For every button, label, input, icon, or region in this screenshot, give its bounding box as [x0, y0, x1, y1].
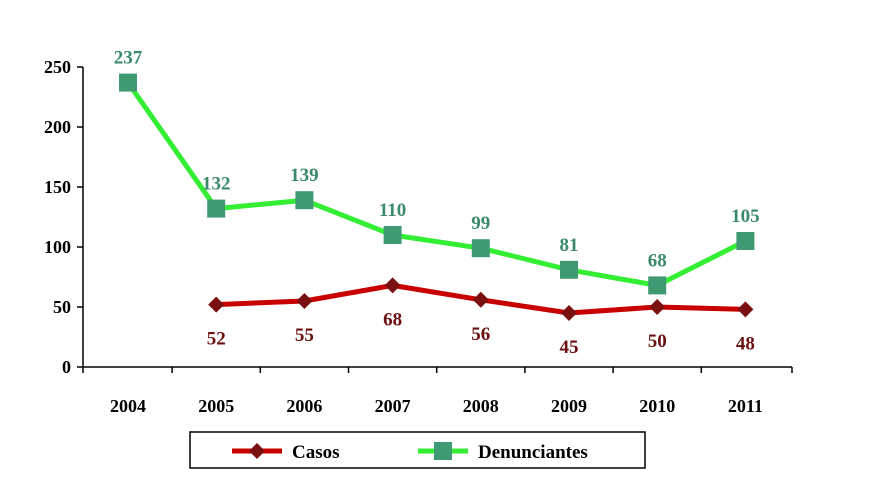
data-point	[208, 296, 225, 313]
y-axis-ticks: 0 50 100 150 200 250	[44, 57, 83, 377]
data-label: 105	[731, 206, 760, 227]
data-label: 56	[471, 324, 490, 345]
data-point	[384, 277, 401, 294]
series-denunciantes: 237 132 139 110 99 81 68 105	[114, 48, 760, 295]
data-label: 50	[648, 331, 667, 352]
y-tick-label: 150	[44, 177, 71, 197]
x-tick-label: 2011	[728, 396, 763, 416]
y-tick-label: 250	[44, 57, 71, 77]
legend: Casos Denunciantes	[189, 431, 646, 469]
data-point	[296, 293, 313, 309]
data-point	[560, 260, 578, 279]
axes	[82, 67, 792, 368]
series-line-denunciantes	[125, 81, 747, 288]
legend-marker	[434, 442, 452, 460]
legend-item-casos: Casos	[232, 442, 340, 463]
y-tick-label: 100	[44, 237, 71, 257]
data-point	[561, 305, 577, 321]
data-label: 52	[207, 329, 226, 350]
data-label: 48	[736, 333, 755, 354]
data-point	[383, 226, 402, 244]
data-label: 132	[202, 174, 231, 195]
data-point	[648, 276, 667, 295]
x-tick-label: 2004	[110, 396, 146, 416]
legend-label: Casos	[292, 442, 340, 463]
x-tick-label: 2008	[463, 396, 499, 416]
data-label: 68	[648, 250, 667, 271]
data-label: 99	[471, 213, 490, 234]
data-label: 55	[295, 325, 314, 346]
data-point	[736, 232, 755, 250]
legend-marker	[249, 443, 265, 459]
data-label: 45	[560, 337, 579, 358]
series-casos: 52 55 68 56 45 50 48	[207, 277, 755, 358]
data-label: 110	[379, 200, 406, 221]
data-label: 237	[114, 48, 143, 69]
data-point	[119, 73, 137, 92]
x-tick-label: 2009	[551, 396, 587, 416]
y-tick-label: 50	[53, 297, 71, 317]
x-tick-label: 2005	[198, 396, 234, 416]
legend-item-denunciantes: Denunciantes	[418, 442, 588, 463]
data-point	[649, 299, 666, 315]
series-layer: 52 55 68 56 45 50 48 237 132 139 110 99 81 68 105	[114, 48, 760, 358]
data-point	[295, 191, 314, 210]
x-tick-label: 2006	[286, 396, 322, 416]
data-point	[737, 301, 754, 318]
data-point	[472, 291, 489, 308]
data-label: 81	[560, 235, 579, 256]
x-tick-label: 2010	[639, 396, 675, 416]
y-tick-label: 0	[62, 357, 71, 377]
x-axis-ticks: 2004 2005 2006 2007 2008 2009 2010 2011	[82, 367, 793, 416]
data-point	[471, 239, 490, 258]
data-point	[207, 199, 226, 218]
y-tick-label: 200	[44, 117, 71, 137]
x-tick-label: 2007	[375, 396, 411, 416]
data-label: 68	[383, 309, 402, 330]
legend-label: Denunciantes	[478, 442, 588, 463]
data-label: 139	[290, 165, 319, 186]
